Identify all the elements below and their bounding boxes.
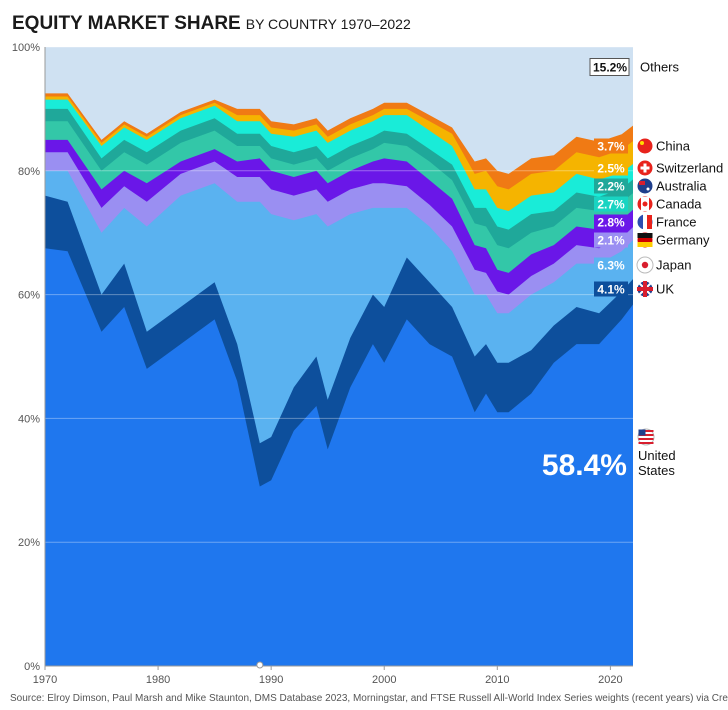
switzerland-badge	[594, 160, 628, 176]
area-layers	[45, 47, 633, 667]
y-tick-label: 0%	[24, 661, 40, 673]
us-label-line2: States	[638, 463, 675, 478]
source-note: Source: Elroy Dimson, Paul Marsh and Mik…	[10, 693, 728, 704]
x-tick-label: 1970	[33, 674, 57, 686]
x-axis-marker	[256, 661, 264, 669]
china-value: 3.7%	[597, 140, 625, 154]
china-label: China	[656, 139, 691, 154]
canada-label: Canada	[656, 197, 702, 212]
switzerland-flag-icon	[636, 159, 654, 177]
canada-value: 2.7%	[597, 198, 625, 212]
others-badge	[589, 58, 630, 76]
france-label: France	[656, 215, 696, 230]
us-flag-icon	[637, 428, 655, 446]
x-tick-label: 1990	[259, 674, 283, 686]
axis-ticks: 0% 20% 40% 60% 80% 100% 1970 1980 1990 2000 2010 20…	[12, 42, 623, 686]
y-tick-label: 100%	[12, 42, 40, 54]
area-united-states	[45, 248, 633, 666]
china-badge	[594, 138, 628, 154]
switzerland-value: 2.5%	[597, 162, 625, 176]
japan-value: 6.3%	[597, 259, 625, 273]
australia-badge	[594, 178, 628, 194]
germany-value: 2.1%	[597, 234, 625, 248]
france-value: 2.8%	[597, 216, 625, 230]
us-value: 58.4%	[542, 449, 627, 482]
japan-flag-icon	[636, 256, 654, 274]
x-tick-label: 1980	[146, 674, 170, 686]
x-tick-label: 2010	[485, 674, 509, 686]
canada-flag-icon	[636, 195, 654, 213]
others-label: Others	[640, 60, 680, 75]
us-label-line1: United	[638, 448, 676, 463]
y-tick-label: 60%	[18, 290, 40, 302]
x-tick-label: 2000	[372, 674, 396, 686]
chart-title: EQUITY MARKET SHARE BY COUNTRY 1970–2022	[12, 13, 411, 34]
uk-value: 4.1%	[597, 283, 625, 297]
uk-label: UK	[656, 282, 674, 297]
france-badge	[594, 214, 628, 230]
australia-value: 2.2%	[597, 180, 625, 194]
germany-label: Germany	[656, 233, 710, 248]
australia-flag-icon	[636, 177, 654, 195]
germany-flag-icon	[636, 231, 654, 249]
australia-label: Australia	[656, 179, 707, 194]
france-flag-icon	[636, 213, 654, 231]
canada-badge	[594, 196, 628, 212]
x-tick-label: 2020	[598, 674, 622, 686]
china-flag-icon	[636, 137, 654, 155]
y-tick-label: 80%	[18, 166, 40, 178]
y-tick-label: 20%	[18, 537, 40, 549]
japan-badge	[594, 257, 628, 273]
uk-badge	[594, 281, 628, 297]
gridlines	[44, 46, 633, 667]
series-labels: 15.2% Others 3.7% China 2.5% Switzerland 2.2% A…	[542, 58, 723, 482]
others-value: 15.2%	[593, 61, 627, 75]
uk-flag-icon	[636, 280, 654, 298]
germany-badge	[594, 232, 628, 248]
japan-label: Japan	[656, 258, 691, 273]
switzerland-label: Switzerland	[656, 161, 723, 176]
y-tick-label: 40%	[18, 413, 40, 425]
